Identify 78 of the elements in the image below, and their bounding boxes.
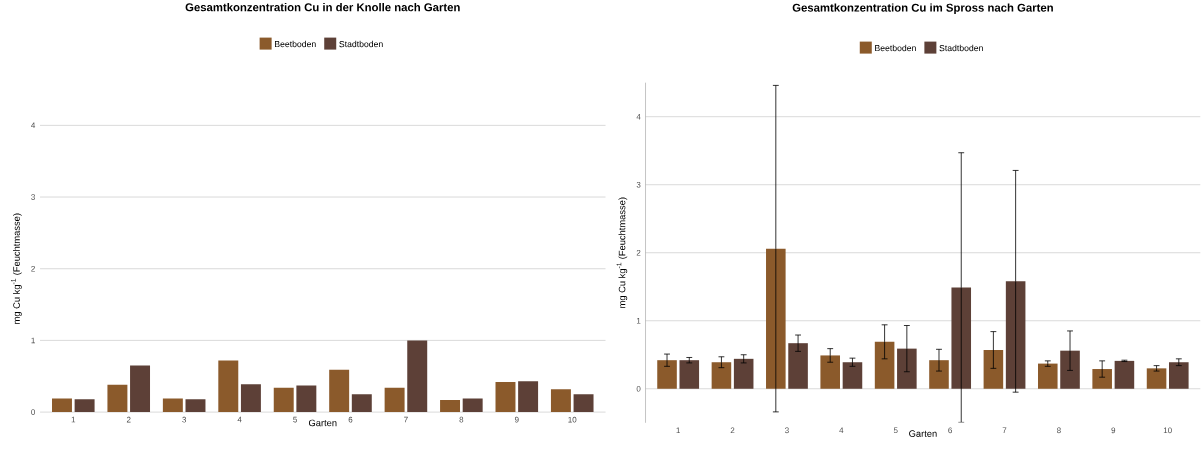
bar bbox=[407, 340, 428, 413]
y-tick-label: 4 bbox=[636, 113, 641, 120]
bar bbox=[1037, 363, 1058, 389]
bar bbox=[162, 398, 183, 413]
x-tick-label: 10 bbox=[568, 416, 577, 423]
x-tick-label: 9 bbox=[1111, 427, 1116, 434]
x-tick-label: 2 bbox=[730, 427, 735, 434]
y-tick-label: 1 bbox=[31, 337, 35, 344]
x-tick-label: 8 bbox=[1057, 427, 1061, 434]
bar bbox=[766, 248, 786, 389]
x-axis-title: Garten bbox=[308, 419, 337, 427]
bar bbox=[107, 384, 128, 413]
bar bbox=[679, 360, 700, 389]
bar bbox=[1169, 362, 1189, 389]
bar bbox=[733, 358, 754, 389]
bar bbox=[842, 362, 863, 389]
x-tick-label: 5 bbox=[293, 416, 297, 423]
bar bbox=[240, 384, 261, 413]
legend-label: Stadtboden bbox=[339, 40, 383, 48]
x-tick-label: 4 bbox=[237, 416, 242, 423]
bar bbox=[329, 369, 350, 413]
bar bbox=[1092, 368, 1112, 389]
y-axis-title: mg Cu kg$^{-1}$ (Feuchtmasse) bbox=[11, 213, 22, 324]
y-tick-label: 3 bbox=[31, 194, 35, 200]
chart-title: Gesamtkonzentration Cu im Spross nach Garten bbox=[792, 3, 1053, 14]
bar bbox=[218, 360, 239, 413]
y-tick-label: 0 bbox=[31, 409, 36, 415]
legend-label: Beetboden bbox=[275, 40, 316, 48]
bar bbox=[951, 287, 972, 389]
chart-title: Gesamtkonzentration Cu in der Knolle nach Garten bbox=[185, 2, 460, 12]
bar bbox=[518, 381, 539, 413]
bar bbox=[384, 387, 405, 413]
y-tick-label: 3 bbox=[636, 181, 641, 188]
legend-label: Beetboden bbox=[875, 44, 916, 52]
x-tick-label: 5 bbox=[893, 427, 898, 434]
legend-label: Stadtboden bbox=[939, 44, 983, 52]
x-tick-label: 1 bbox=[676, 427, 680, 433]
y-tick-label: 2 bbox=[636, 249, 641, 256]
bar bbox=[1005, 281, 1026, 389]
x-tick-label: 1 bbox=[71, 416, 76, 423]
x-tick-label: 3 bbox=[785, 427, 789, 434]
bar bbox=[296, 385, 317, 413]
x-tick-label: 8 bbox=[459, 416, 464, 423]
x-tick-label: 6 bbox=[948, 427, 952, 434]
bar bbox=[820, 355, 840, 389]
x-tick-label: 2 bbox=[126, 416, 131, 423]
x-tick-label: 10 bbox=[1163, 427, 1172, 434]
y-tick-label: 0 bbox=[636, 385, 641, 392]
x-tick-label: 9 bbox=[514, 416, 519, 423]
bar bbox=[495, 381, 516, 413]
y-tick-label: 4 bbox=[31, 122, 36, 129]
bar bbox=[874, 341, 895, 389]
bar bbox=[711, 362, 732, 389]
bar bbox=[462, 398, 483, 413]
bar bbox=[929, 360, 949, 389]
y-tick-label: 2 bbox=[31, 265, 35, 272]
bar bbox=[351, 394, 372, 413]
x-axis-title: Garten bbox=[909, 430, 937, 437]
y-tick-label: 1 bbox=[636, 317, 641, 324]
x-tick-label: 4 bbox=[839, 427, 844, 433]
bar bbox=[1146, 368, 1167, 389]
bar bbox=[52, 398, 72, 413]
x-tick-label: 7 bbox=[1002, 427, 1007, 433]
x-tick-label: 6 bbox=[348, 416, 353, 423]
bar bbox=[74, 399, 95, 413]
bar bbox=[440, 399, 461, 413]
bar bbox=[657, 360, 677, 389]
y-axis-title: mg Cu kg$^{-1}$ (Feuchtmasse) bbox=[616, 197, 628, 308]
bar bbox=[130, 365, 151, 413]
bar bbox=[788, 343, 808, 389]
bar bbox=[273, 387, 294, 413]
bar bbox=[550, 389, 571, 413]
x-tick-label: 7 bbox=[404, 416, 408, 423]
x-tick-label: 3 bbox=[182, 416, 187, 423]
bar bbox=[573, 394, 594, 413]
bar bbox=[185, 399, 206, 413]
bar bbox=[1114, 360, 1135, 389]
bar bbox=[983, 349, 1004, 389]
